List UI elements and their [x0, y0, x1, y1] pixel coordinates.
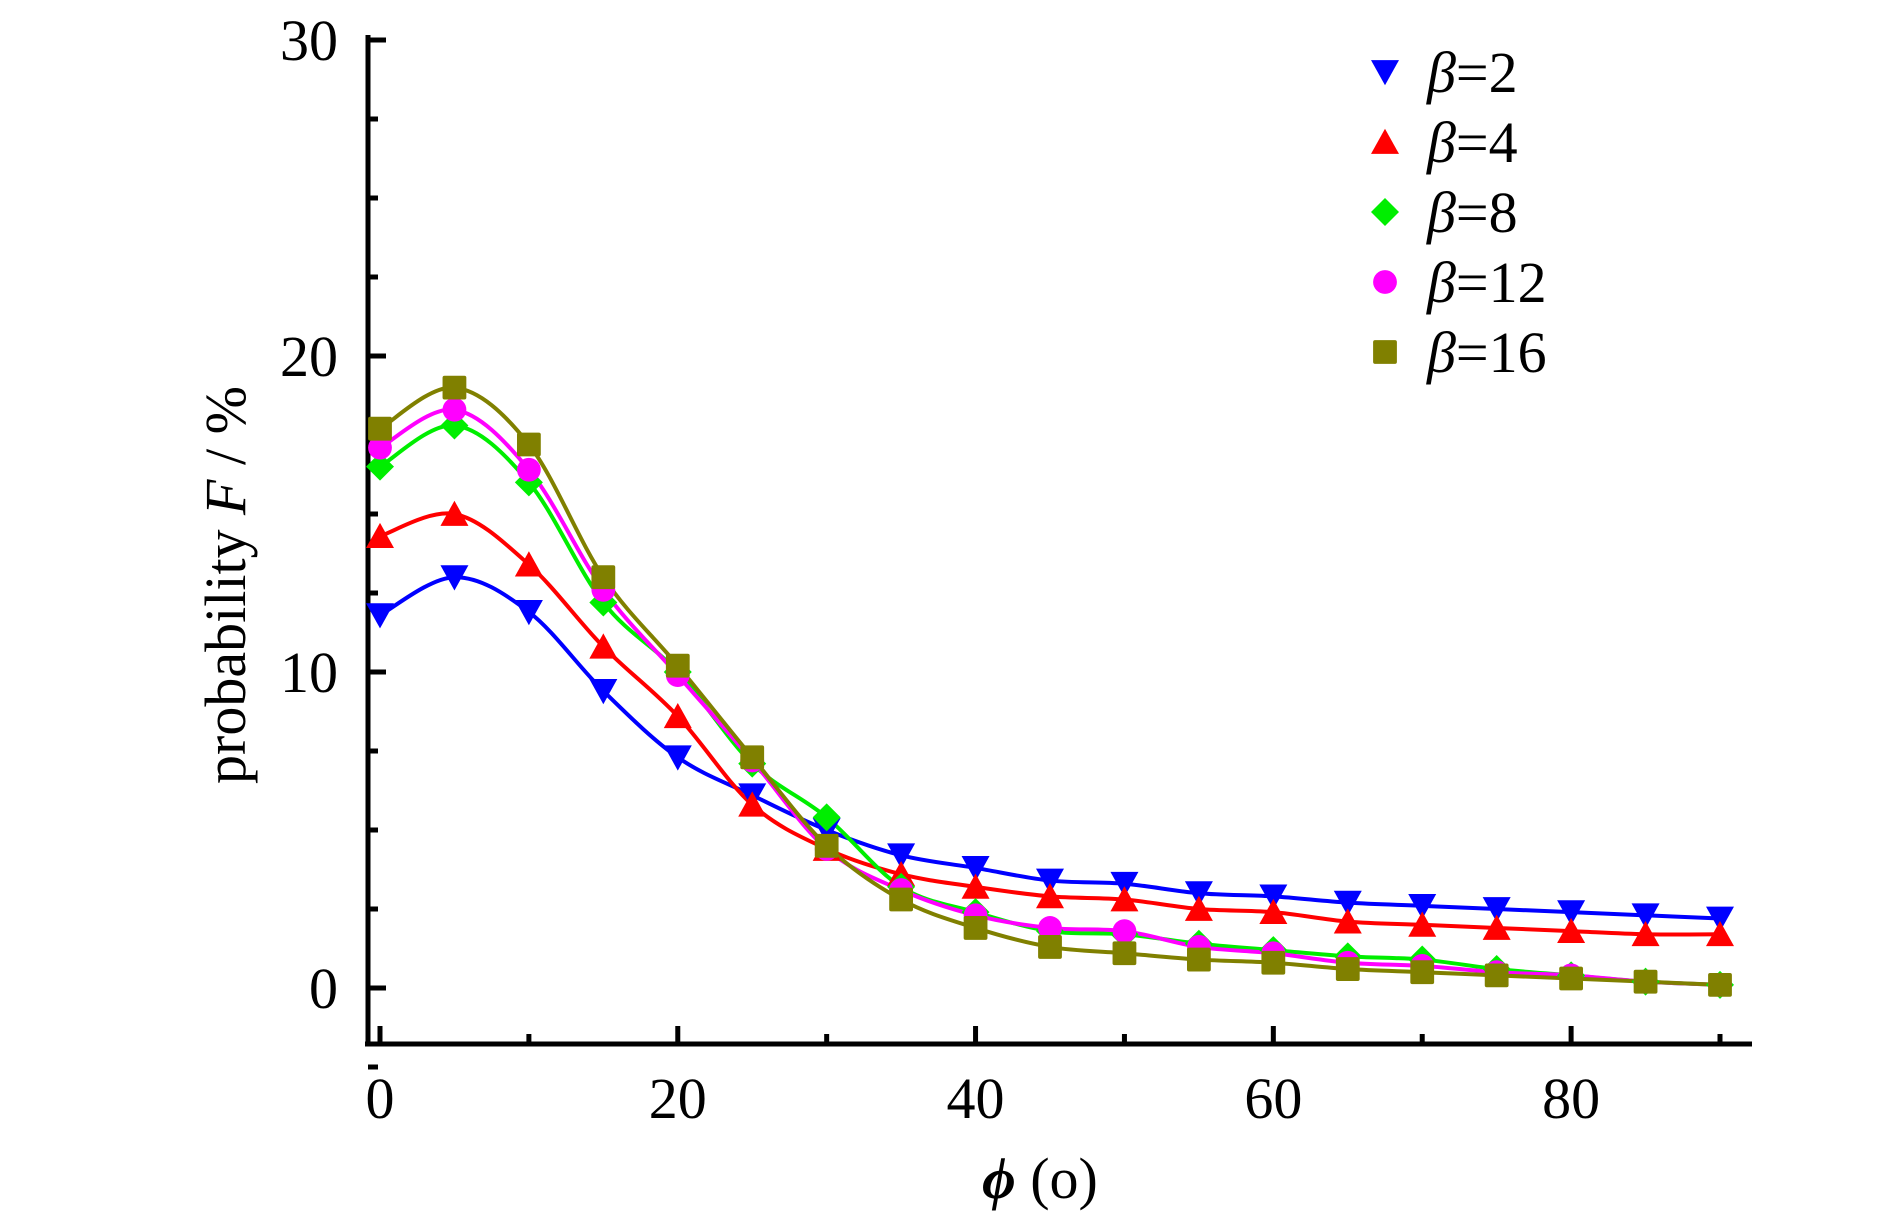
axes [365, 35, 1752, 1047]
x-axis-unit: (o) [1030, 1146, 1098, 1211]
data-point [1110, 886, 1139, 912]
data-point [1333, 890, 1362, 916]
x-axis-symbol: ϕ [982, 1146, 1016, 1211]
data-point [665, 653, 690, 678]
data-point [514, 600, 543, 626]
y-axis-prefix: probability [193, 529, 258, 784]
data-point [1706, 920, 1734, 947]
data-point [1261, 950, 1286, 975]
data-point [1112, 941, 1137, 966]
y-axis-symbol: F [193, 479, 258, 516]
data-point [887, 843, 916, 869]
data-point [1110, 871, 1139, 898]
legend-marker [1373, 270, 1397, 294]
data-point [738, 791, 767, 817]
data-point [1038, 935, 1062, 959]
data-point [1184, 881, 1213, 907]
series-markers-0 [366, 565, 1734, 932]
y-axis-title: probability F / % [193, 386, 258, 784]
y-tick-label: 30 [280, 8, 338, 73]
series-line-0 [379, 575, 1721, 921]
data-point [589, 633, 618, 659]
legend-marker [1371, 128, 1399, 154]
y-axis-unit: / % [193, 386, 258, 465]
data-point [1706, 906, 1734, 932]
data-point [1408, 893, 1437, 920]
data-point [1184, 895, 1213, 921]
data-point [368, 435, 392, 460]
data-point [366, 522, 394, 549]
data-point [1333, 908, 1362, 934]
data-point [740, 745, 765, 770]
data-point [1482, 897, 1511, 923]
data-point [1259, 884, 1288, 910]
data-point [1708, 972, 1732, 997]
data-point [440, 565, 469, 591]
x-tick-label: 20 [649, 1066, 707, 1131]
data-point [516, 457, 541, 482]
legend-label: β=2 [1426, 40, 1518, 105]
data-point [1186, 947, 1211, 972]
y-tick-label: 0 [309, 956, 338, 1021]
data-point [1631, 903, 1660, 929]
data-point [514, 551, 543, 577]
data-point [1112, 919, 1137, 944]
data-point [814, 833, 839, 858]
data-point [1631, 920, 1660, 947]
data-point [812, 803, 841, 832]
data-point [440, 500, 469, 526]
data-point [963, 916, 988, 940]
data-point [1036, 883, 1064, 909]
data-point [663, 702, 692, 729]
data-point [1410, 960, 1435, 985]
data-point [1557, 917, 1586, 944]
data-point [368, 416, 392, 441]
data-point [589, 679, 618, 705]
data-point [1559, 966, 1584, 991]
data-point [961, 873, 990, 899]
legend-item: β=16 [1373, 320, 1547, 385]
x-tick-label: 0 [366, 1066, 395, 1131]
legend-marker [1371, 60, 1399, 86]
x-tick-label: 80 [1542, 1066, 1600, 1131]
data-point [1038, 916, 1062, 940]
data-point [1335, 957, 1360, 981]
x-tick-label: 40 [947, 1066, 1005, 1131]
data-point [591, 565, 616, 590]
legend-item: β=2 [1371, 40, 1518, 105]
legend-item: β=8 [1371, 180, 1518, 245]
y-tick-label: 20 [280, 324, 338, 389]
data-point [1484, 963, 1509, 988]
data-point [889, 887, 914, 912]
data-point [961, 856, 990, 882]
legend-label: β=4 [1426, 110, 1518, 175]
data-point [1633, 969, 1658, 994]
data-point [366, 452, 394, 481]
series-markers-4 [368, 375, 1732, 997]
legend-marker [1371, 198, 1399, 226]
data-point [1408, 911, 1437, 937]
legend-label: β=8 [1426, 180, 1518, 245]
data-point [442, 397, 467, 422]
legend: β=2β=4β=8β=12β=16 [1371, 40, 1547, 385]
data-point [1557, 900, 1586, 926]
legend-item: β=4 [1371, 110, 1518, 175]
x-tick-label: 60 [1244, 1066, 1302, 1131]
data-point [1259, 898, 1288, 925]
data-point [516, 432, 541, 457]
tick-labels: 0 10 20 30 0 20 40 60 80 [280, 8, 1600, 1131]
data-point [1482, 914, 1511, 940]
x-axis-title: ϕ (o) [982, 1146, 1098, 1211]
y-tick-label: 10 [280, 640, 338, 705]
data-point [366, 603, 394, 629]
legend-marker [1373, 340, 1397, 364]
legend-label: β=12 [1426, 250, 1547, 315]
legend-item: β=12 [1373, 250, 1547, 315]
data-point [663, 745, 692, 771]
legend-label: β=16 [1426, 320, 1547, 385]
data-point [1036, 868, 1064, 894]
series-markers [366, 375, 1734, 999]
data-point [442, 375, 467, 400]
